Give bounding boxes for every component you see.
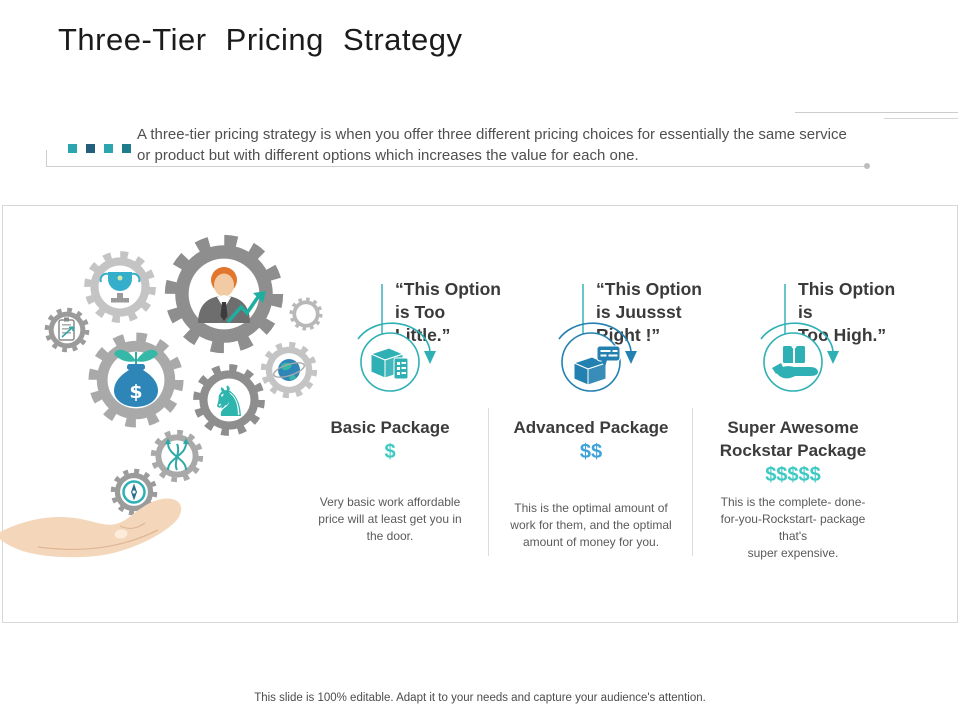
decor-line-top-2 <box>884 118 958 119</box>
tier-rockstar: This Option is Too High.” Super Awesome … <box>688 270 898 570</box>
package-price: $$$$$ <box>765 464 821 486</box>
compass-icon <box>122 480 146 504</box>
tier-quote: “This Option is Too Little.” <box>395 279 501 345</box>
tier-icon-circle <box>558 322 637 392</box>
decor-square <box>86 144 95 153</box>
package-description: Very basic work affordable price will at… <box>318 495 462 543</box>
gears-illustration: $ ♞ <box>0 230 323 558</box>
column-divider <box>692 408 693 556</box>
package-name: Super Awesome Rockstar Package <box>719 418 867 460</box>
businessman-growth-icon <box>198 267 266 324</box>
package-price: $$ <box>579 441 603 463</box>
tier-icon-circle <box>357 322 436 392</box>
decor-square <box>104 144 113 153</box>
tier-advanced: “This Option is Juussst Right !” Advance… <box>486 270 702 570</box>
package-checklist-icon <box>369 347 409 380</box>
package-chat-icon <box>572 345 621 386</box>
hand-package-icon <box>772 346 818 379</box>
decor-line-top <box>795 112 958 113</box>
checklist-icon <box>58 317 75 341</box>
trophy-icon <box>99 272 141 303</box>
intro-underline <box>46 150 867 167</box>
column-divider <box>488 408 489 556</box>
decor-square <box>122 144 131 153</box>
open-hand-icon <box>0 498 182 558</box>
content-panel <box>2 205 958 623</box>
package-name: Basic Package <box>330 418 450 437</box>
package-name: Advanced Package <box>513 418 669 437</box>
decor-square <box>68 144 77 153</box>
tier-basic: “This Option is Too Little.” Basic Packa… <box>285 270 501 570</box>
shuffle-arrows-icon <box>165 438 189 471</box>
page-title: Three-Tier Pricing Strategy <box>58 22 463 57</box>
decor-squares <box>68 144 131 153</box>
intro-paragraph: A three-tier pricing strategy is when yo… <box>137 126 847 164</box>
tier-icon-circle <box>760 322 839 392</box>
tier-quote: This Option is Too High.” <box>798 279 896 345</box>
package-price: $ <box>384 441 396 463</box>
chess-knight-icon: ♞ <box>210 377 248 426</box>
package-description: This is the complete- done- for-you-Rock… <box>720 495 866 560</box>
intro-underline-dot <box>864 163 870 169</box>
package-description: This is the optimal amount of work for t… <box>510 501 672 549</box>
editable-note: This slide is 100% editable. Adapt it to… <box>254 692 706 704</box>
svg-text:$: $ <box>129 381 142 403</box>
money-bag-icon: $ <box>114 349 158 407</box>
globe-icon <box>272 359 306 381</box>
